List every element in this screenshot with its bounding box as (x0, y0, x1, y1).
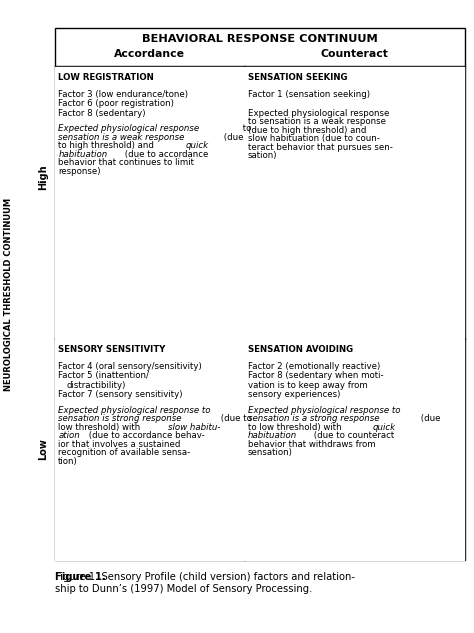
Text: NEUROLOGICAL THRESHOLD CONTINUUM: NEUROLOGICAL THRESHOLD CONTINUUM (4, 197, 13, 391)
Text: (due to: (due to (218, 414, 252, 423)
Text: Factor 3 (low endurance/tone): Factor 3 (low endurance/tone) (58, 90, 188, 99)
Text: to high threshold) and: to high threshold) and (58, 141, 154, 150)
Text: habituation: habituation (248, 431, 297, 441)
Text: sensation is strong response: sensation is strong response (58, 414, 182, 423)
Text: Factor 3 (low endurance/tone): Factor 3 (low endurance/tone) (58, 90, 188, 99)
Text: Factor 2 (emotionally reactive): Factor 2 (emotionally reactive) (248, 362, 380, 371)
Text: Expected physiological response to: Expected physiological response to (248, 406, 401, 415)
Text: sensation is a weak response: sensation is a weak response (58, 132, 185, 142)
Text: High: High (37, 165, 48, 190)
Text: Expected physiological response: Expected physiological response (58, 124, 200, 133)
Text: to sensation is a weak response: to sensation is a weak response (248, 117, 386, 126)
Text: to: to (240, 124, 252, 133)
Bar (55, 339, 244, 560)
Text: LOW REGISTRATION: LOW REGISTRATION (58, 73, 154, 82)
Text: ation: ation (58, 431, 80, 441)
Text: ior that involves a sustained: ior that involves a sustained (58, 440, 181, 449)
Text: (due to accordance: (due to accordance (122, 149, 208, 159)
Text: Accordance: Accordance (114, 49, 185, 60)
Text: (due to counteract: (due to counteract (311, 431, 395, 441)
Bar (55, 28, 465, 560)
Text: Factor 6 (poor registration): Factor 6 (poor registration) (58, 99, 174, 108)
Text: behavior that continues to limit: behavior that continues to limit (58, 158, 194, 167)
Text: Factor 6 (poor registration): Factor 6 (poor registration) (58, 99, 174, 108)
Text: Factor 7 (sensory sensitivity): Factor 7 (sensory sensitivity) (58, 391, 183, 399)
Text: (due: (due (221, 132, 244, 142)
Text: SENSATION AVOIDING: SENSATION AVOIDING (248, 345, 353, 354)
Text: slow habitu-: slow habitu- (168, 423, 220, 432)
Text: recognition of available sensa-: recognition of available sensa- (58, 448, 191, 458)
Text: Factor 8 (sedentary): Factor 8 (sedentary) (58, 109, 146, 118)
Text: sensation is a weak response: sensation is a weak response (58, 132, 185, 142)
Text: behavior that withdraws from: behavior that withdraws from (248, 440, 375, 449)
Bar (245, 339, 464, 560)
Text: to high threshold) and: to high threshold) and (58, 141, 157, 150)
Text: Expected physiological response to: Expected physiological response to (58, 406, 211, 415)
Text: tion): tion) (58, 457, 78, 466)
Text: vation is to keep away from: vation is to keep away from (248, 381, 368, 390)
Text: (due to accordance behav-: (due to accordance behav- (86, 431, 205, 441)
Bar (55, 67, 244, 338)
Text: Factor 8 (sedentary when moti-: Factor 8 (sedentary when moti- (248, 372, 383, 380)
Text: SENSORY SENSITIVITY: SENSORY SENSITIVITY (58, 345, 166, 354)
Text: Figure 1.: Figure 1. (55, 572, 105, 582)
Text: (due to high threshold) and: (due to high threshold) and (248, 126, 366, 135)
Text: habituation: habituation (58, 149, 108, 159)
Text: Factor 1 (sensation seeking): Factor 1 (sensation seeking) (248, 90, 370, 99)
Text: habituation: habituation (58, 149, 108, 159)
Text: Figure 1. Sensory Profile (child version) factors and relation-
ship to Dunn’s (: Figure 1. Sensory Profile (child version… (55, 572, 355, 594)
Text: teract behavior that pursues sen-: teract behavior that pursues sen- (248, 143, 393, 152)
Text: Expected physiological response: Expected physiological response (58, 124, 200, 133)
Text: response): response) (58, 166, 101, 176)
Text: quick: quick (185, 141, 209, 150)
Text: BEHAVIORAL RESPONSE CONTINUUM: BEHAVIORAL RESPONSE CONTINUUM (142, 34, 377, 44)
Text: slow habituation (due to coun-: slow habituation (due to coun- (248, 134, 380, 143)
Text: LOW REGISTRATION: LOW REGISTRATION (58, 73, 154, 82)
Bar (245, 67, 464, 338)
Text: to low threshold) with: to low threshold) with (248, 423, 344, 432)
Text: Factor 8 (sedentary): Factor 8 (sedentary) (58, 109, 146, 118)
Text: low threshold) with: low threshold) with (58, 423, 143, 432)
Text: sensory experiences): sensory experiences) (248, 391, 340, 399)
Text: response): response) (58, 166, 101, 176)
Text: distractibility): distractibility) (67, 381, 126, 390)
Text: sensation is a strong response: sensation is a strong response (248, 414, 379, 423)
Text: Expected physiological response: Expected physiological response (248, 109, 389, 118)
Text: sation): sation) (248, 151, 277, 160)
Text: Factor 4 (oral sensory/sensitivity): Factor 4 (oral sensory/sensitivity) (58, 362, 202, 371)
Text: Counteract: Counteract (320, 49, 388, 60)
Text: quick: quick (372, 423, 395, 432)
Text: Low: Low (37, 439, 48, 460)
Text: Factor 5 (inattention/: Factor 5 (inattention/ (58, 372, 149, 380)
Text: (due: (due (418, 414, 440, 423)
Text: behavior that continues to limit: behavior that continues to limit (58, 158, 194, 167)
Text: SENSATION SEEKING: SENSATION SEEKING (248, 73, 347, 82)
Text: sensation): sensation) (248, 448, 293, 458)
